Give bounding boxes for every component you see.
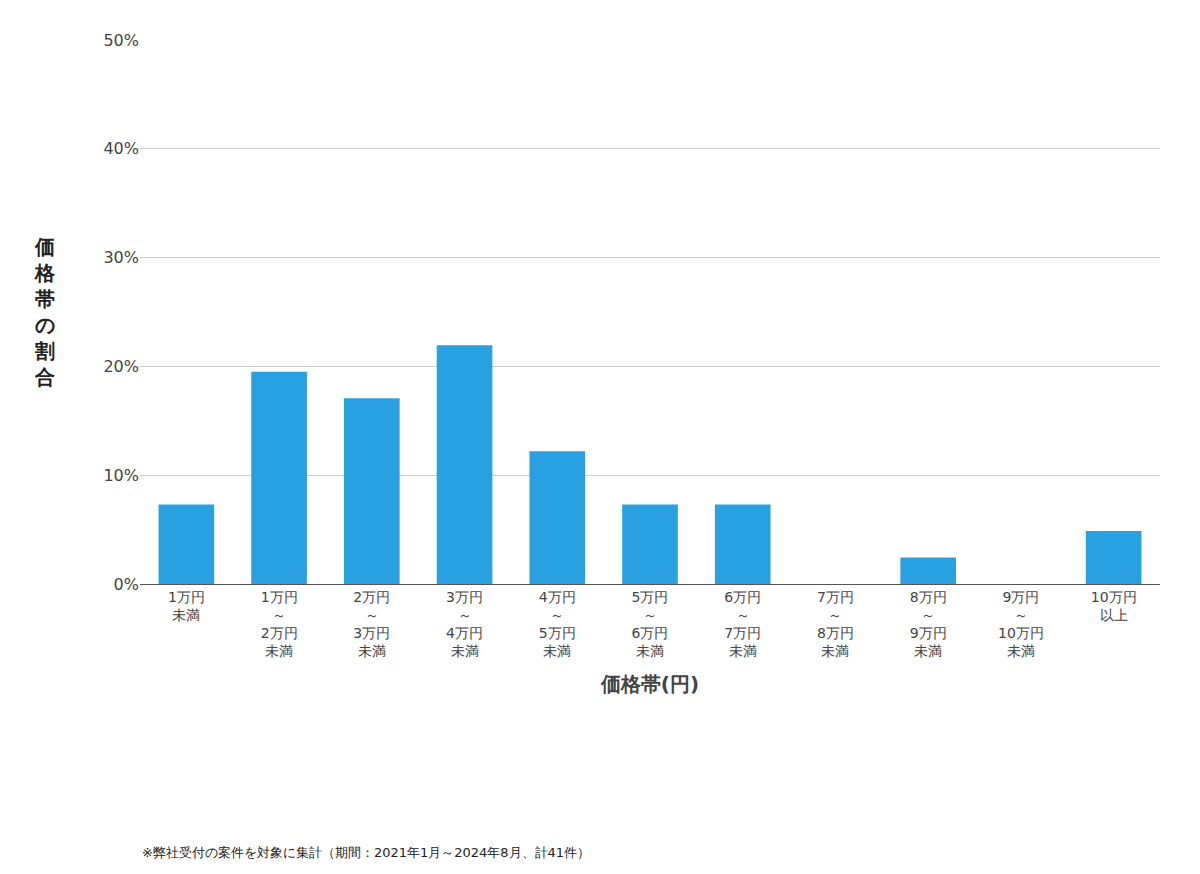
- svg-text:4万円～5万円未満: 4万円～5万円未満: [539, 589, 576, 660]
- svg-text:0%: 0%: [114, 575, 139, 594]
- svg-text:30%: 30%: [103, 248, 139, 267]
- svg-text:価格帯の割合: 価格帯の割合: [34, 235, 56, 389]
- svg-text:※弊社受付の案件を対象に集計（期間：2021年1月～2024: ※弊社受付の案件を対象に集計（期間：2021年1月～2024年8月、計41件）: [142, 845, 590, 860]
- svg-text:40%: 40%: [103, 139, 139, 158]
- svg-text:10万円以上: 10万円以上: [1091, 589, 1137, 623]
- svg-text:3万円～4万円未満: 3万円～4万円未満: [446, 589, 483, 660]
- svg-text:1万円未満: 1万円未満: [168, 589, 205, 623]
- svg-text:20%: 20%: [103, 357, 139, 376]
- svg-text:2万円～3万円未満: 2万円～3万円未満: [353, 589, 390, 660]
- svg-text:7万円～8万円未満: 7万円～8万円未満: [817, 589, 854, 660]
- svg-text:9万円～10万円未満: 9万円～10万円未満: [998, 589, 1044, 660]
- svg-text:50%: 50%: [103, 31, 139, 50]
- svg-text:1万円～2万円未満: 1万円～2万円未満: [261, 589, 298, 660]
- svg-text:10%: 10%: [103, 466, 139, 485]
- svg-text:8万円～9万円未満: 8万円～9万円未満: [910, 589, 947, 660]
- svg-text:価格帯(円): 価格帯(円): [600, 672, 699, 696]
- svg-text:5万円～6万円未満: 5万円～6万円未満: [632, 589, 669, 660]
- svg-text:6万円～7万円未満: 6万円～7万円未満: [724, 589, 761, 660]
